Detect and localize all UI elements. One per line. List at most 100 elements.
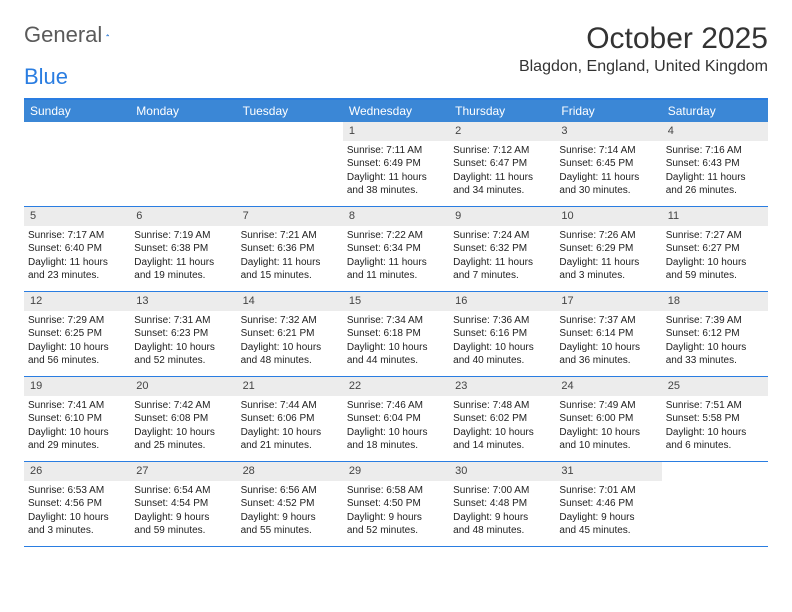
sunrise-line: Sunrise: 7:19 AM [134,229,232,243]
calendar-page: General October 2025 Blagdon, England, U… [0,0,792,547]
sunset-line: Sunset: 4:56 PM [28,497,126,511]
sunset-line: Sunset: 6:34 PM [347,242,445,256]
daylight-line: and 33 minutes. [666,354,764,368]
day-number: 28 [237,462,343,481]
day-number: 1 [343,122,449,141]
day-number: 25 [662,377,768,396]
daylight-line: and 15 minutes. [241,269,339,283]
sunset-line: Sunset: 4:52 PM [241,497,339,511]
sunset-line: Sunset: 6:45 PM [559,157,657,171]
weekday-header: Tuesday [237,100,343,122]
day-cell: 7Sunrise: 7:21 AMSunset: 6:36 PMDaylight… [237,207,343,291]
daylight-line: and 59 minutes. [666,269,764,283]
day-cell: 24Sunrise: 7:49 AMSunset: 6:00 PMDayligh… [555,377,661,461]
daylight-line: and 23 minutes. [28,269,126,283]
day-cell: 21Sunrise: 7:44 AMSunset: 6:06 PMDayligh… [237,377,343,461]
brand-word-2: Blue [24,64,68,90]
daylight-line: Daylight: 10 hours [666,341,764,355]
sunrise-line: Sunrise: 7:48 AM [453,399,551,413]
daylight-line: Daylight: 11 hours [241,256,339,270]
sunrise-line: Sunrise: 7:00 AM [453,484,551,498]
sunrise-line: Sunrise: 7:16 AM [666,144,764,158]
day-cell: 13Sunrise: 7:31 AMSunset: 6:23 PMDayligh… [130,292,236,376]
day-cell: 30Sunrise: 7:00 AMSunset: 4:48 PMDayligh… [449,462,555,546]
daylight-line: and 11 minutes. [347,269,445,283]
day-number: 18 [662,292,768,311]
day-cell: 31Sunrise: 7:01 AMSunset: 4:46 PMDayligh… [555,462,661,546]
empty-day-cell [662,462,768,546]
daylight-line: Daylight: 11 hours [347,171,445,185]
day-number: 31 [555,462,661,481]
daylight-line: Daylight: 10 hours [453,341,551,355]
day-cell: 12Sunrise: 7:29 AMSunset: 6:25 PMDayligh… [24,292,130,376]
week-row: 26Sunrise: 6:53 AMSunset: 4:56 PMDayligh… [24,462,768,547]
day-number: 21 [237,377,343,396]
daylight-line: Daylight: 11 hours [134,256,232,270]
day-cell: 28Sunrise: 6:56 AMSunset: 4:52 PMDayligh… [237,462,343,546]
daylight-line: and 29 minutes. [28,439,126,453]
sunset-line: Sunset: 6:18 PM [347,327,445,341]
calendar-grid: SundayMondayTuesdayWednesdayThursdayFrid… [24,98,768,547]
sunset-line: Sunset: 6:29 PM [559,242,657,256]
sunrise-line: Sunrise: 7:24 AM [453,229,551,243]
day-number: 12 [24,292,130,311]
sunset-line: Sunset: 5:58 PM [666,412,764,426]
sunrise-line: Sunrise: 7:11 AM [347,144,445,158]
brand-word-1: General [24,22,102,48]
daylight-line: Daylight: 11 hours [28,256,126,270]
daylight-line: and 55 minutes. [241,524,339,538]
weekday-header: Sunday [24,100,130,122]
daylight-line: and 56 minutes. [28,354,126,368]
day-number: 27 [130,462,236,481]
daylight-line: Daylight: 10 hours [347,426,445,440]
day-cell: 14Sunrise: 7:32 AMSunset: 6:21 PMDayligh… [237,292,343,376]
day-cell: 6Sunrise: 7:19 AMSunset: 6:38 PMDaylight… [130,207,236,291]
sunrise-line: Sunrise: 7:26 AM [559,229,657,243]
month-title: October 2025 [519,22,768,56]
day-cell: 20Sunrise: 7:42 AMSunset: 6:08 PMDayligh… [130,377,236,461]
day-cell: 16Sunrise: 7:36 AMSunset: 6:16 PMDayligh… [449,292,555,376]
day-number: 22 [343,377,449,396]
daylight-line: Daylight: 10 hours [559,341,657,355]
daylight-line: and 36 minutes. [559,354,657,368]
sunrise-line: Sunrise: 7:37 AM [559,314,657,328]
day-number: 10 [555,207,661,226]
daylight-line: and 18 minutes. [347,439,445,453]
daylight-line: and 14 minutes. [453,439,551,453]
weekday-header: Friday [555,100,661,122]
daylight-line: and 52 minutes. [134,354,232,368]
sunrise-line: Sunrise: 7:41 AM [28,399,126,413]
daylight-line: and 48 minutes. [453,524,551,538]
day-cell: 1Sunrise: 7:11 AMSunset: 6:49 PMDaylight… [343,122,449,206]
sunrise-line: Sunrise: 7:01 AM [559,484,657,498]
weekday-header: Monday [130,100,236,122]
sunset-line: Sunset: 6:21 PM [241,327,339,341]
day-number: 14 [237,292,343,311]
daylight-line: Daylight: 10 hours [134,341,232,355]
week-row: 1Sunrise: 7:11 AMSunset: 6:49 PMDaylight… [24,122,768,207]
weekday-header: Wednesday [343,100,449,122]
weekday-header: Thursday [449,100,555,122]
empty-day-cell [24,122,130,206]
daylight-line: and 3 minutes. [559,269,657,283]
sunset-line: Sunset: 4:50 PM [347,497,445,511]
day-cell: 19Sunrise: 7:41 AMSunset: 6:10 PMDayligh… [24,377,130,461]
sunset-line: Sunset: 6:00 PM [559,412,657,426]
sunrise-line: Sunrise: 7:34 AM [347,314,445,328]
sunrise-line: Sunrise: 6:56 AM [241,484,339,498]
day-cell: 27Sunrise: 6:54 AMSunset: 4:54 PMDayligh… [130,462,236,546]
sunset-line: Sunset: 6:23 PM [134,327,232,341]
daylight-line: Daylight: 9 hours [134,511,232,525]
sunset-line: Sunset: 6:25 PM [28,327,126,341]
daylight-line: and 40 minutes. [453,354,551,368]
sunset-line: Sunset: 6:27 PM [666,242,764,256]
sunset-line: Sunset: 6:14 PM [559,327,657,341]
empty-day-cell [237,122,343,206]
week-row: 5Sunrise: 7:17 AMSunset: 6:40 PMDaylight… [24,207,768,292]
daylight-line: and 3 minutes. [28,524,126,538]
title-block: October 2025 Blagdon, England, United Ki… [519,22,768,76]
day-cell: 23Sunrise: 7:48 AMSunset: 6:02 PMDayligh… [449,377,555,461]
sunrise-line: Sunrise: 7:49 AM [559,399,657,413]
daylight-line: and 10 minutes. [559,439,657,453]
sunrise-line: Sunrise: 6:53 AM [28,484,126,498]
